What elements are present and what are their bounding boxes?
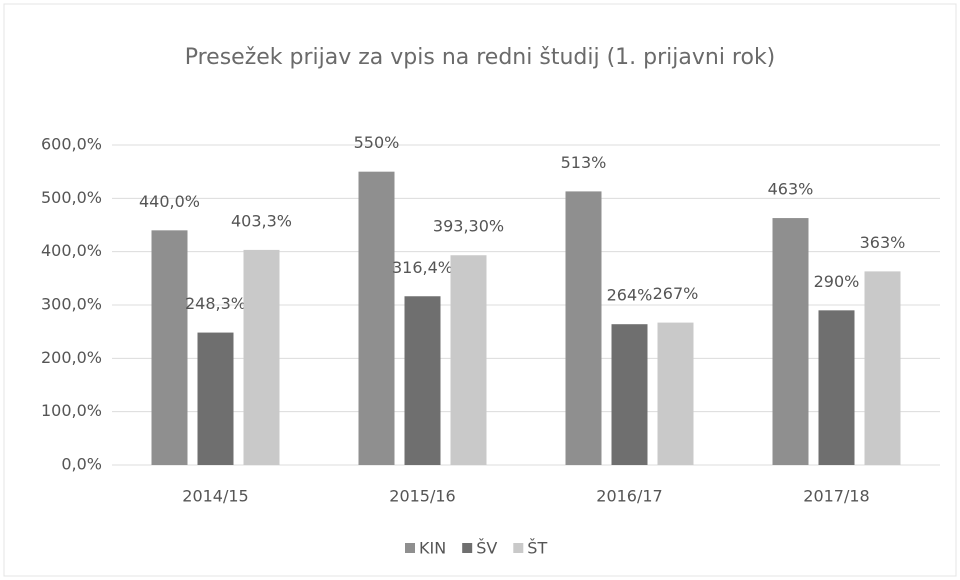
data-label: 440,0%: [139, 192, 200, 211]
x-tick-label: 2014/15: [182, 487, 248, 506]
bar: [151, 230, 188, 465]
legend-label: ŠV: [476, 539, 497, 558]
bar: [611, 324, 648, 465]
legend-swatch: [462, 543, 473, 553]
y-tick-label: 400,0%: [41, 241, 102, 260]
data-label: 463%: [768, 180, 814, 199]
legend-swatch: [513, 543, 524, 553]
bar: [657, 322, 694, 465]
y-tick-label: 500,0%: [41, 188, 102, 207]
bar: [197, 332, 234, 465]
y-tick-label: 600,0%: [41, 135, 102, 154]
bar: [243, 249, 280, 465]
data-label: 316,4%: [392, 258, 453, 277]
data-label: 264%: [607, 286, 653, 305]
data-label: 513%: [561, 153, 607, 172]
legend-label: KIN: [419, 539, 446, 558]
y-tick-label: 100,0%: [41, 401, 102, 420]
x-tick-label: 2015/16: [389, 487, 455, 506]
legend-label: ŠT: [527, 539, 547, 558]
data-label: 290%: [814, 272, 860, 291]
bar: [358, 171, 395, 465]
bar: [404, 296, 441, 465]
chart-title: Presežek prijav za vpis na redni študij …: [185, 45, 776, 70]
x-tick-label: 2016/17: [596, 487, 662, 506]
y-tick-label: 200,0%: [41, 348, 102, 367]
data-label: 267%: [653, 284, 699, 303]
bar: [864, 271, 901, 465]
bar: [565, 191, 602, 465]
bar: [450, 255, 487, 465]
y-tick-label: 0,0%: [61, 455, 102, 474]
data-label: 393,30%: [433, 217, 504, 236]
data-label: 550%: [354, 133, 400, 152]
data-label: 248,3%: [185, 294, 246, 313]
legend-swatch: [405, 543, 415, 553]
bar: [818, 310, 855, 465]
data-label: 363%: [860, 233, 906, 252]
x-tick-label: 2017/18: [803, 487, 869, 506]
bar: [772, 218, 809, 465]
y-tick-label: 300,0%: [41, 295, 102, 314]
data-label: 403,3%: [231, 211, 292, 230]
